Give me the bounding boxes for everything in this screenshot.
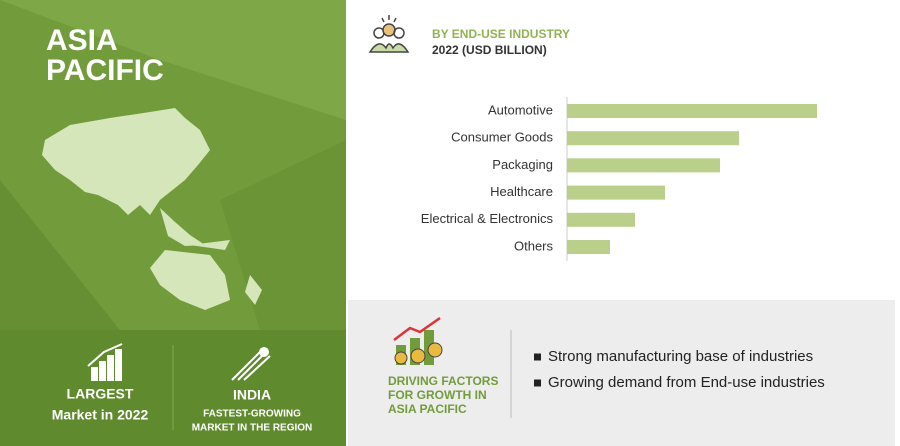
bullet [534, 379, 541, 387]
people-icon [368, 15, 410, 53]
category-label: Consumer Goods [451, 130, 553, 145]
stat-label: LARGEST [67, 386, 134, 402]
category-label: Electrical & Electronics [421, 211, 554, 226]
bar [567, 104, 817, 118]
driver-item: Strong manufacturing base of industries [548, 348, 813, 365]
stat-sub: FASTEST-GROWING [203, 409, 301, 420]
bar [567, 212, 635, 227]
bar [567, 240, 610, 254]
category-label: Automotive [488, 102, 553, 117]
chart-title: BY END-USE INDUSTRY [432, 27, 570, 41]
bullet [534, 353, 541, 361]
growth-icon [87, 343, 123, 381]
stat-sub: MARKET IN THE REGION [192, 423, 313, 434]
coins-icon [393, 316, 443, 365]
bar [567, 131, 739, 146]
region-title: PACIFIC [46, 54, 164, 87]
bar [567, 185, 665, 200]
driver-item: Growing demand from End-use industries [548, 374, 825, 391]
facet [0, 180, 120, 330]
region-title: ASIA [46, 24, 118, 57]
drivers-panel [348, 300, 895, 446]
driver-list: Strong manufacturing base of industries G… [534, 348, 825, 391]
category-label: Healthcare [490, 184, 553, 199]
drivers-title: DRIVING FACTORS [388, 374, 498, 388]
runner-icon [231, 347, 271, 381]
chart-subtitle: 2022 (USD BILLION) [432, 43, 547, 57]
category-label: Others [514, 238, 554, 253]
drivers-title: FOR GROWTH IN [388, 388, 487, 402]
bars: Automotive Consumer Goods Packaging Healthc… [421, 102, 817, 254]
bar [567, 158, 720, 173]
map [42, 108, 262, 310]
stat-sub: Market in 2022 [52, 407, 149, 423]
drivers-title: ASIA PACIFIC [388, 402, 467, 416]
stat-label: INDIA [233, 387, 271, 403]
facet [0, 0, 346, 120]
category-label: Packaging [492, 157, 553, 172]
